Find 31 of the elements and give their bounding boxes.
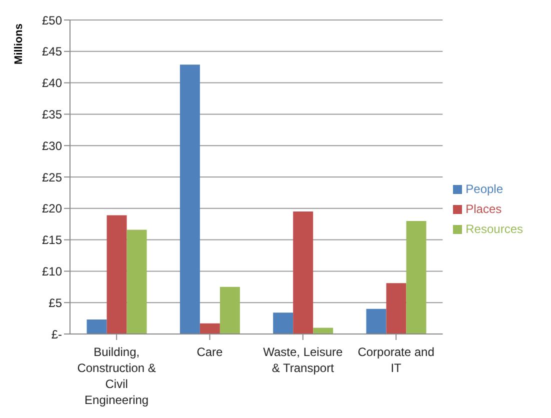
y-tick-label: £45 [42, 44, 62, 59]
y-tick-label: £15 [42, 233, 62, 248]
bar [126, 230, 147, 334]
legend-label: Places [466, 202, 502, 216]
y-tick-label: £40 [42, 76, 62, 90]
bar [106, 215, 127, 334]
bar [406, 220, 426, 334]
bar [293, 212, 314, 334]
y-tick-label: £10 [42, 264, 62, 278]
legend-label: People [466, 182, 504, 196]
y-tick-label: £- [51, 327, 62, 342]
y-tick-label: £50 [42, 13, 62, 28]
bar [273, 312, 294, 334]
y-axis-title: Millions [13, 24, 25, 64]
bar [386, 283, 406, 334]
y-tick-label: £35 [42, 107, 62, 122]
y-tick-label: £5 [48, 296, 62, 310]
y-tick-label: £25 [42, 170, 62, 184]
bar [313, 328, 334, 334]
x-tick-label: Waste, Leisure & Transport [263, 345, 344, 375]
bar [366, 308, 386, 334]
bar [86, 320, 107, 334]
bar [180, 64, 200, 334]
bar [200, 323, 220, 334]
y-tick-label: £20 [42, 202, 62, 216]
x-tick-label: Care [196, 345, 224, 359]
x-tick-label: Corporate and IT [358, 345, 434, 375]
x-tick-label: Building, Construction & Civil Engineering [77, 345, 156, 407]
y-tick-label: £30 [42, 138, 62, 153]
bar [220, 286, 240, 334]
legend-label: Resources [466, 222, 523, 236]
